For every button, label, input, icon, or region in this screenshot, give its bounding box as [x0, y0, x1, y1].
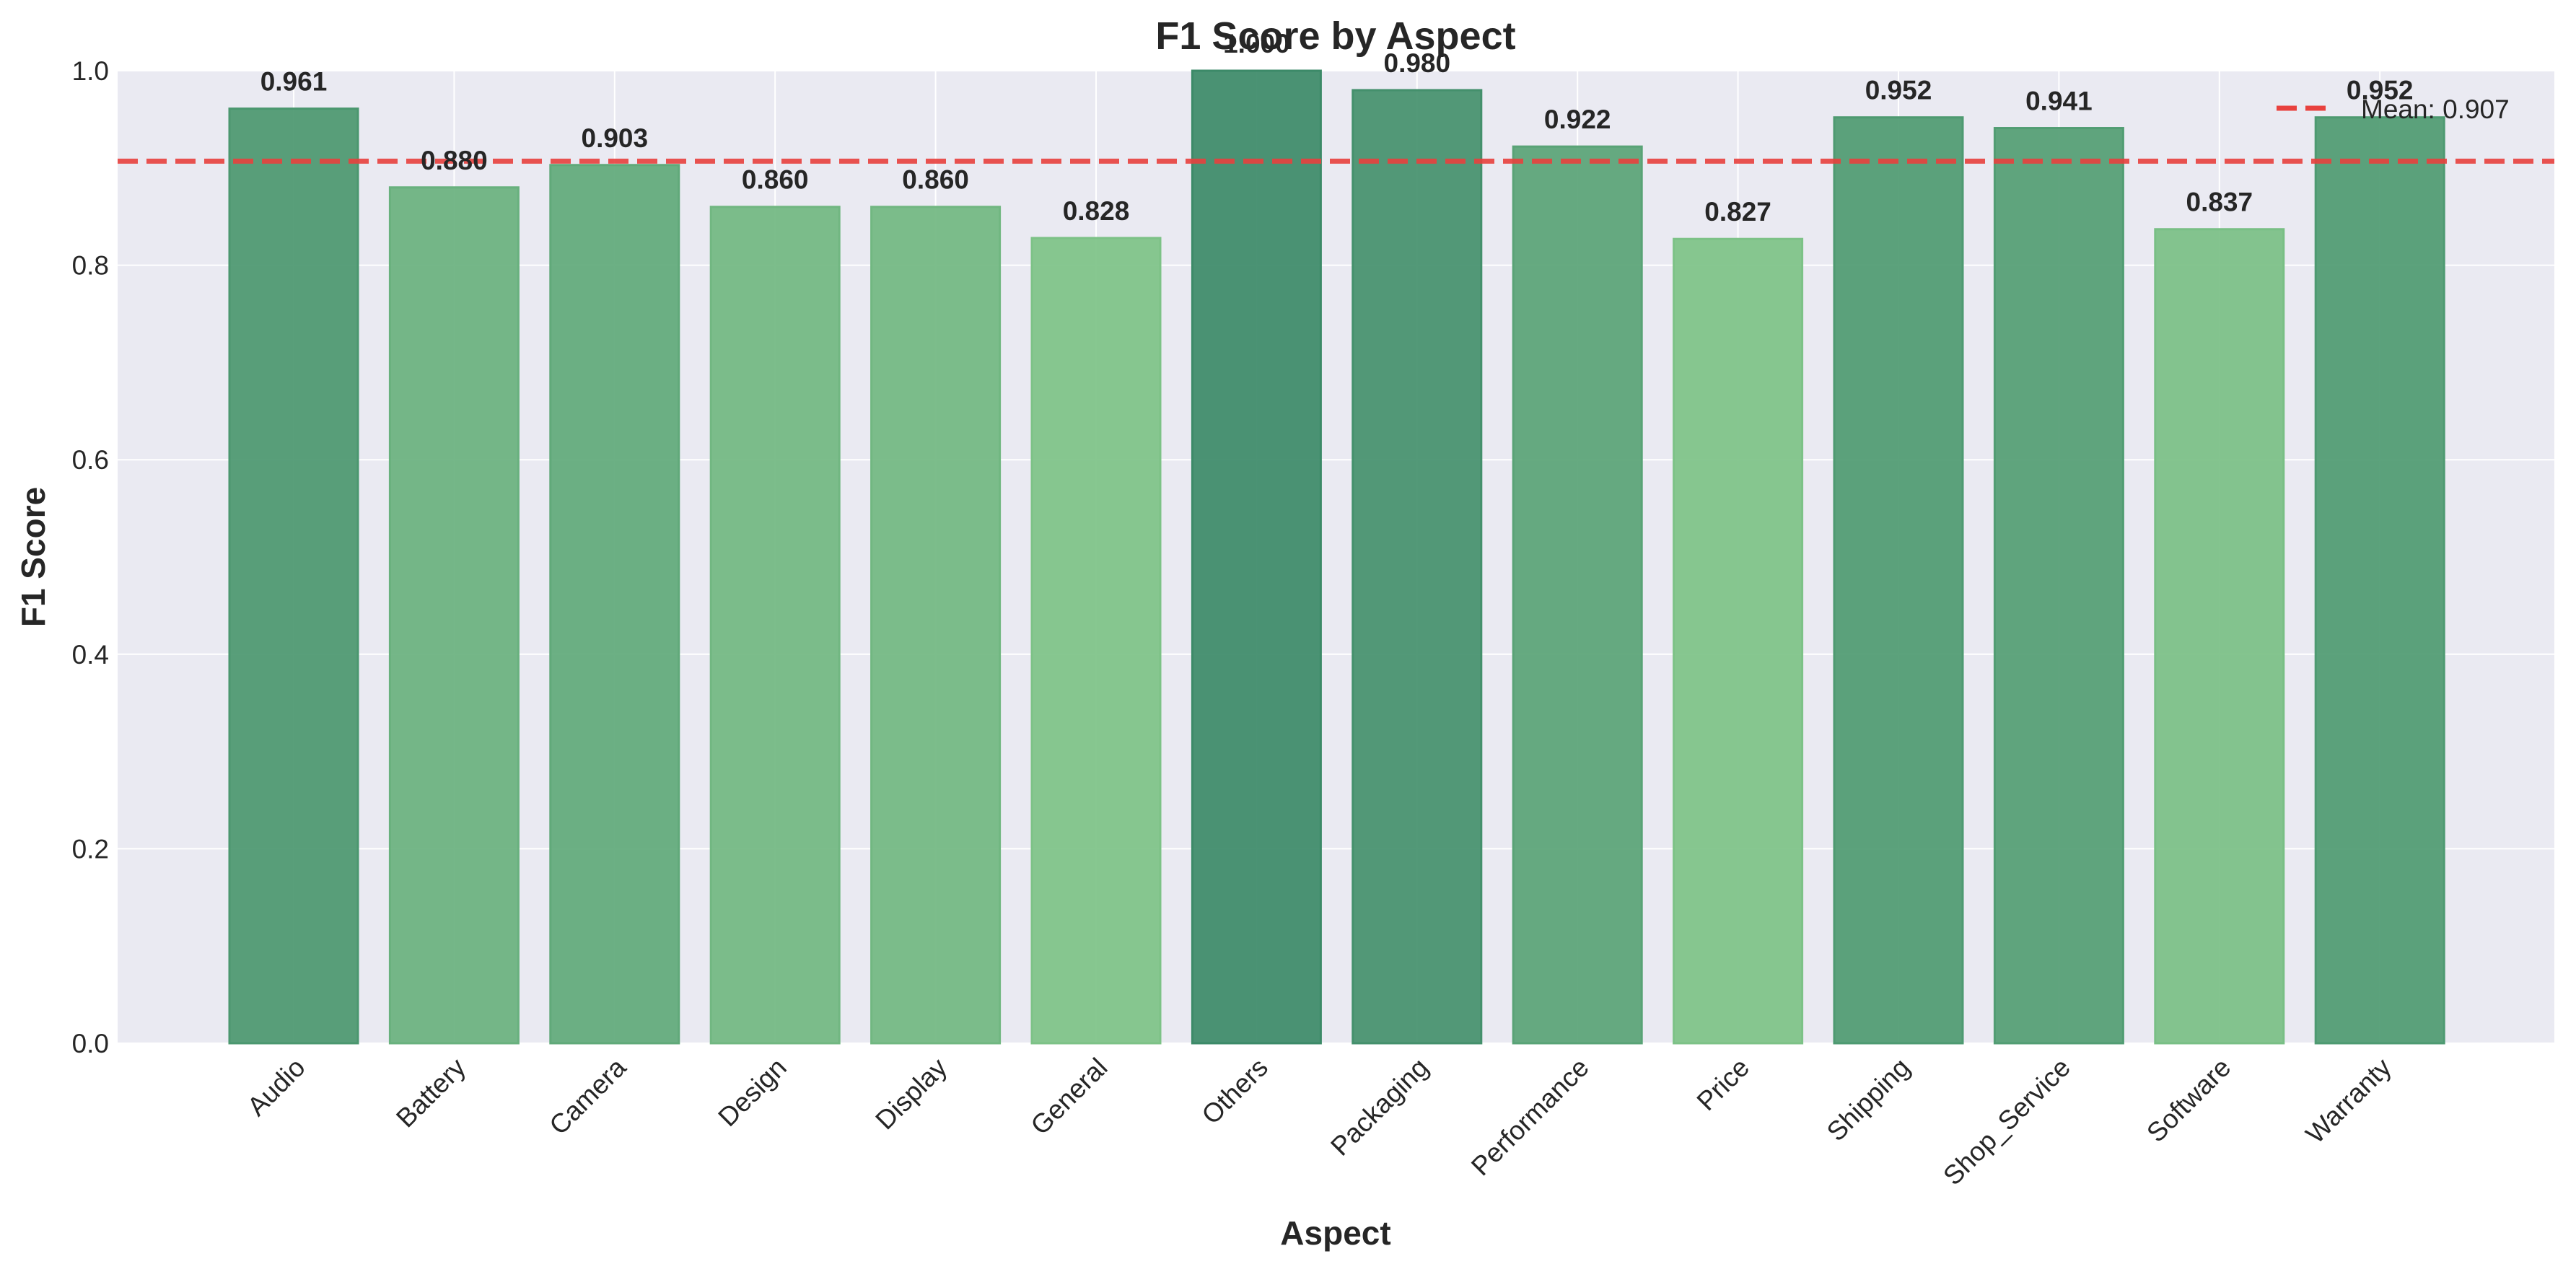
value-label: 0.860 [902, 165, 969, 195]
bar-audio [228, 107, 359, 1045]
y-tick-label: 0.4 [72, 640, 109, 670]
value-label: 0.827 [1704, 197, 1771, 227]
y-tick-label: 1.0 [72, 56, 109, 86]
x-tick-label: General [1025, 1053, 1113, 1141]
value-label: 0.922 [1544, 105, 1611, 134]
bar-packaging [1351, 89, 1483, 1045]
bar-performance [1512, 145, 1643, 1045]
x-tick-label: Shipping [1821, 1053, 1916, 1147]
x-axis-label: Aspect [1280, 1214, 1390, 1252]
plot-background [118, 71, 2554, 1043]
x-tick-label: Camera [543, 1052, 631, 1140]
bar-display [870, 206, 1002, 1045]
value-label: 0.903 [582, 123, 649, 153]
value-label: 0.860 [742, 165, 809, 195]
bar-design [709, 206, 841, 1045]
bar-shop-service [1993, 127, 2124, 1045]
x-tick-label: Others [1196, 1053, 1274, 1131]
x-tick-label: Design [712, 1053, 792, 1132]
bar-software [2154, 228, 2285, 1045]
x-tick-label: Shop_Service [1937, 1053, 2076, 1191]
bar-price [1673, 237, 1804, 1045]
x-tick-label: Packaging [1325, 1053, 1434, 1162]
y-tick-label: 0.6 [72, 445, 109, 475]
value-label: 0.941 [2025, 87, 2093, 116]
x-tick-labels: Audio Battery Camera Design Display General Ot… [242, 1052, 2397, 1190]
value-label: 1.000 [1223, 29, 1290, 58]
x-tick-label: Display [869, 1052, 952, 1135]
y-tick-labels: 0.0 0.2 0.4 0.6 0.8 1.0 [72, 56, 109, 1058]
x-tick-label: Audio [242, 1053, 311, 1122]
bar-camera [549, 164, 680, 1045]
value-label: 0.952 [1865, 76, 1932, 105]
bar-warranty [2314, 116, 2445, 1045]
y-tick-label: 0.0 [72, 1029, 109, 1058]
y-axis-label: F1 Score [14, 487, 52, 627]
x-tick-label: Battery [390, 1052, 471, 1133]
value-label: 0.961 [260, 67, 328, 97]
legend-mean-label: Mean: 0.907 [2361, 95, 2510, 124]
x-tick-label: Software [2141, 1053, 2236, 1148]
y-tick-label: 0.8 [72, 251, 109, 281]
chart-title: F1 Score by Aspect [1155, 14, 1515, 58]
value-label: 0.880 [421, 146, 488, 175]
legend: Mean: 0.907 [2277, 95, 2510, 124]
bar-battery [388, 186, 520, 1045]
bar-others [1191, 69, 1322, 1045]
value-label: 0.828 [1063, 196, 1130, 226]
value-label: 0.952 [2347, 76, 2414, 105]
value-label: 0.980 [1384, 48, 1451, 78]
bar-shipping [1833, 116, 1964, 1045]
bars [228, 69, 2445, 1045]
value-label: 0.837 [2186, 188, 2253, 217]
value-labels: 0.961 0.880 0.903 0.860 0.860 0.828 1.000 0.980… [260, 29, 2414, 227]
x-tick-label: Warranty [2300, 1052, 2397, 1149]
x-tick-label: Price [1691, 1053, 1756, 1117]
bar-general [1030, 237, 1162, 1045]
x-tick-label: Performance [1466, 1053, 1595, 1182]
y-tick-label: 0.2 [72, 834, 109, 864]
